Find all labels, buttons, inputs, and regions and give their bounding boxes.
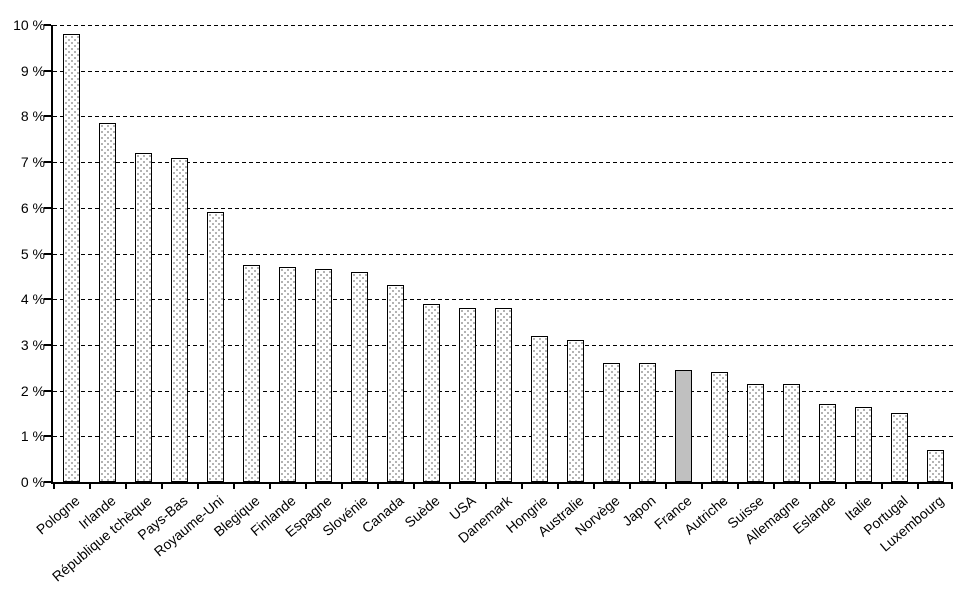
bar-allemagne <box>782 384 800 482</box>
gridline-7pct <box>53 162 953 164</box>
y-axis-tick <box>44 481 51 483</box>
bar-pologne <box>62 34 80 482</box>
x-axis-tick <box>557 484 559 489</box>
bar-norvege <box>602 363 620 482</box>
bar-suisse <box>746 384 764 482</box>
bar-autriche <box>710 372 728 482</box>
bar-espagne <box>314 269 332 482</box>
x-axis-tick <box>701 484 703 489</box>
y-tick-label-1pct: 1 % <box>20 428 45 445</box>
x-axis-tick <box>773 484 775 489</box>
bar-canada <box>386 285 404 482</box>
y-axis-tick <box>44 206 51 209</box>
y-tick-label-4pct: 4 % <box>20 291 45 308</box>
bar-suede <box>422 304 440 482</box>
gridline-4pct <box>53 299 953 301</box>
bar-slovenie <box>350 272 368 482</box>
x-axis-tick <box>125 484 127 489</box>
x-axis-tick <box>269 484 271 489</box>
bar-hongrie <box>530 336 548 482</box>
gridline-5pct <box>53 253 953 255</box>
y-tick-label-9pct: 9 % <box>20 62 45 79</box>
x-axis-line <box>51 482 953 484</box>
x-axis-tick <box>449 484 451 489</box>
y-tick-label-6pct: 6 % <box>20 199 45 216</box>
x-axis-tick <box>951 484 953 489</box>
x-axis-tick <box>341 484 343 489</box>
y-axis-tick <box>44 389 51 392</box>
x-axis-tick <box>737 484 739 489</box>
bar-france <box>674 370 692 482</box>
gridline-10pct <box>53 25 953 26</box>
y-axis-tick <box>44 252 51 255</box>
plot-area <box>44 24 953 489</box>
x-axis-tick <box>521 484 523 489</box>
y-tick-label-2pct: 2 % <box>20 382 45 399</box>
x-axis-tick <box>629 484 631 489</box>
y-tick-label-5pct: 5 % <box>20 245 45 262</box>
bar-irlande <box>98 123 116 482</box>
bar-finlande <box>278 267 296 482</box>
x-axis-tick <box>845 484 847 489</box>
bar-italie <box>854 407 872 482</box>
y-tick-label-8pct: 8 % <box>20 108 45 125</box>
x-axis-tick <box>809 484 811 489</box>
bar-australie <box>566 340 584 482</box>
y-axis-line <box>51 25 53 484</box>
x-axis-tick <box>917 484 919 489</box>
bar-republique-tcheque <box>134 153 152 482</box>
y-axis-tick <box>44 435 51 438</box>
x-axis-tick <box>485 484 487 489</box>
gridline-8pct <box>53 116 953 118</box>
bar-japon <box>638 363 656 482</box>
x-axis-tick <box>413 484 415 489</box>
y-tick-label-7pct: 7 % <box>20 154 45 171</box>
bar-danemark <box>494 308 512 482</box>
x-axis-tick <box>305 484 307 489</box>
x-axis-tick <box>665 484 667 489</box>
gridline-9pct <box>53 70 953 72</box>
x-axis-tick <box>593 484 595 489</box>
y-axis-tick <box>44 69 51 72</box>
x-axis-tick <box>53 484 55 489</box>
bar-portugal <box>890 413 908 482</box>
x-axis-tick <box>881 484 883 489</box>
y-axis-tick <box>44 24 51 26</box>
y-tick-label-10pct: 10 % <box>13 17 45 33</box>
bar-royaume-uni <box>206 212 224 482</box>
y-tick-label-3pct: 3 % <box>20 336 45 353</box>
bar-eslande <box>818 404 836 482</box>
y-axis-tick <box>44 298 51 301</box>
x-axis-tick <box>233 484 235 489</box>
bar-pays-bas <box>170 158 188 482</box>
bar-luxembourg <box>926 450 944 482</box>
x-axis-tick <box>377 484 379 489</box>
bar-usa <box>458 308 476 482</box>
bar-blegique <box>242 265 260 482</box>
x-axis-tick <box>197 484 199 489</box>
gridline-6pct <box>53 207 953 209</box>
x-axis-tick <box>161 484 163 489</box>
y-axis-tick <box>44 161 51 164</box>
x-axis-tick <box>89 484 91 489</box>
y-axis-tick <box>44 115 51 118</box>
y-tick-label-0pct: 0 % <box>20 474 45 490</box>
y-axis-tick <box>44 343 51 346</box>
